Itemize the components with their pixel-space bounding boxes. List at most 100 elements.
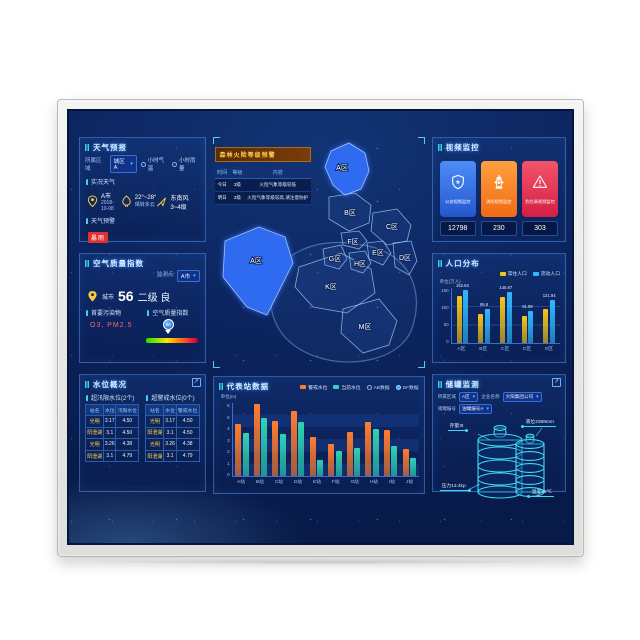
bar-group xyxy=(328,403,342,476)
legend-swatch xyxy=(499,271,506,276)
bar xyxy=(391,446,398,476)
x-tick: E区 xyxy=(545,347,554,352)
x-tick: I站 xyxy=(388,480,396,485)
y-tick: 6 xyxy=(227,403,230,408)
map-region-k[interactable] xyxy=(294,252,376,314)
pollutant-label: 首要污染物 xyxy=(91,311,122,317)
y-axis-ticks: 150 100 50 0 xyxy=(438,288,451,344)
table-cell: 3.1 xyxy=(103,426,117,440)
x-tick: F站 xyxy=(331,480,340,485)
map-region-f[interactable] xyxy=(340,230,368,250)
bar-group: 95.8 xyxy=(478,288,490,343)
table-cell: 4.50 xyxy=(115,426,140,440)
map-region-c[interactable] xyxy=(370,208,412,246)
bar-group xyxy=(402,403,416,476)
chevron-down-icon: ▾ xyxy=(193,273,196,279)
svg-text:K区: K区 xyxy=(325,283,337,291)
radio-hourly-rain[interactable]: 小时雨量 xyxy=(172,156,199,172)
video-card[interactable]: 危险源视频监控 xyxy=(521,161,558,217)
location-pin-icon xyxy=(88,290,97,302)
map-region-e[interactable] xyxy=(366,240,392,266)
bar xyxy=(290,410,297,476)
map-region-a-west[interactable] xyxy=(222,226,294,316)
station-select[interactable]: A市 ▾ xyxy=(176,270,200,282)
legend-label: 警戒水位 xyxy=(308,385,328,391)
expand-icon[interactable]: ↗ xyxy=(552,378,561,387)
table-cell: 3.17 xyxy=(103,415,117,428)
svg-text:M区: M区 xyxy=(358,323,371,331)
tank-pressure-callout: 压力13.4kp xyxy=(439,484,471,492)
column-header: 汛限水位 xyxy=(115,404,140,416)
legend-item[interactable]: 警戒水位 xyxy=(300,384,327,391)
video-monitoring-panel: 视频监控 ★ 公安视频监控 12798 消防视频监控 230 危险源视频监控 303 xyxy=(431,137,566,242)
tank-region-select[interactable]: A区 ▾ xyxy=(459,392,479,402)
tank-id-select[interactable]: 油罐编号A ▾ xyxy=(459,404,492,414)
bar xyxy=(298,421,305,476)
video-card-column: 危险源视频监控 303 xyxy=(521,161,558,236)
map-region-d[interactable] xyxy=(392,240,418,276)
bar xyxy=(456,295,462,343)
population-panel: 人口分布 常住人口 流动人口 单位(万人) 150 100 50 0 152.63 95.… xyxy=(431,253,566,363)
map-corner-bracket xyxy=(212,361,220,368)
table-cell: 3.1 xyxy=(163,426,177,440)
water-table-0: 超汛限水位(2个) 站名 水位 汛限水位 光明 3.17 4.50 阳澄湖 3.1 4.50 光明 3… xyxy=(84,391,140,463)
bar xyxy=(235,424,242,476)
video-card[interactable]: 消防视频监控 xyxy=(480,161,517,217)
tank-temperature-callout: 温度28℃ xyxy=(526,490,554,498)
chevron-down-icon: ▾ xyxy=(472,394,476,400)
region-label: 所属区域 xyxy=(85,158,102,172)
table-cell: 3级 xyxy=(229,178,245,192)
tank-level-callout: 液位2398mm xyxy=(520,420,556,428)
map-region-b[interactable] xyxy=(328,192,372,232)
fire-hydrant-icon xyxy=(491,174,507,195)
expand-icon[interactable]: ↗ xyxy=(191,378,201,387)
map-region-m[interactable] xyxy=(340,298,398,354)
svg-text:F区: F区 xyxy=(347,238,358,246)
svg-text:B区: B区 xyxy=(344,209,356,217)
video-card-count: 12798 xyxy=(439,221,476,236)
video-card-column: ★ 公安视频监控 12798 xyxy=(439,161,476,236)
map-region-g[interactable] xyxy=(322,244,348,270)
bar xyxy=(506,291,512,343)
y-axis-ticks: 6 5 4 3 2 1 0 xyxy=(219,403,232,477)
video-card[interactable]: ★ 公安视频监控 xyxy=(439,161,476,217)
legend-radio[interactable]: AB数据 xyxy=(366,384,390,391)
y-tick: 50 xyxy=(443,322,449,327)
legend-item[interactable]: 常住人口 xyxy=(499,270,527,277)
map-region-a-north[interactable] xyxy=(324,142,370,196)
filter-label: 储罐编号 xyxy=(437,406,456,411)
table-cell: 光明 xyxy=(145,415,165,428)
map-corner-bracket xyxy=(417,137,425,144)
bar xyxy=(410,457,416,476)
table-cell: 3.1 xyxy=(163,449,177,463)
column-header: 站名 xyxy=(145,404,165,416)
map-region-h[interactable] xyxy=(348,250,372,274)
tank-monitoring-panel: 储罐监测 ↗ 所属区域 A区 ▾ 企业名称 大阳集团公司 ▾ 储罐编号 油罐编号A ▾ xyxy=(431,374,566,499)
weather-condition-item: 22°~28° 晴转多云 xyxy=(121,191,156,212)
table-cell: 4.79 xyxy=(175,449,200,463)
table-row: 光明 3.17 4.50 xyxy=(84,415,140,428)
y-tick: 0 xyxy=(446,339,449,344)
bar xyxy=(463,289,469,343)
tank-company-select[interactable]: 大阳集团公司 ▾ xyxy=(502,392,542,402)
svg-text:A区: A区 xyxy=(250,257,262,265)
legend-label: 常住人口 xyxy=(507,272,527,277)
video-card-column: 消防视频监控 230 xyxy=(480,161,517,236)
panel-title-icon xyxy=(85,381,90,388)
station-label: 监测点: xyxy=(156,272,175,278)
bar-value-label: 121.94 xyxy=(542,293,556,299)
legend-item[interactable]: 当前水位 xyxy=(333,384,361,391)
video-card-label: 危险源视频监控 xyxy=(525,198,555,204)
y-tick: 2 xyxy=(227,449,230,454)
y-tick: 1 xyxy=(227,460,230,466)
table-cell: 阳澄湖 xyxy=(145,426,165,440)
bar xyxy=(346,431,353,476)
radio-circle-icon xyxy=(395,384,401,390)
legend-radio[interactable]: DF数据 xyxy=(395,384,419,391)
region-select[interactable]: 城区A ▾ xyxy=(109,155,137,173)
aqi-value: 56 xyxy=(118,288,134,304)
panel-title-icon xyxy=(437,144,443,151)
svg-text:G区: G区 xyxy=(328,255,340,263)
radio-hourly-temp[interactable]: 小时气温 xyxy=(140,156,168,172)
legend-item[interactable]: 流动人口 xyxy=(532,270,560,277)
